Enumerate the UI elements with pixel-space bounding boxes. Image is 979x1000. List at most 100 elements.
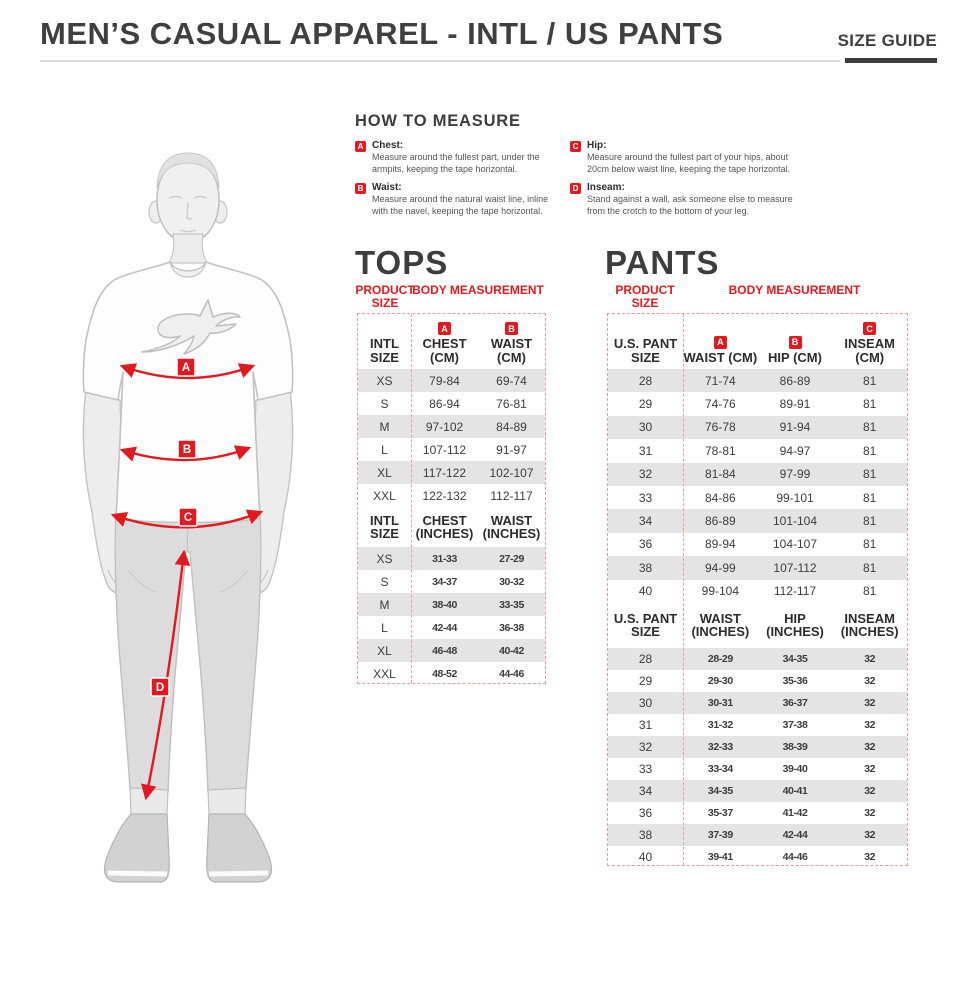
column-header: A CHEST (CM)	[411, 314, 478, 369]
table-cell: XS	[376, 551, 393, 566]
table-cell: 81-84	[704, 467, 736, 482]
table-cell: 34-35	[707, 784, 733, 797]
column-header: U.S. PANT SIZE	[608, 603, 683, 648]
table-row: 32 32-33 38-39 32	[608, 735, 907, 758]
table-cell: 89-94	[704, 537, 736, 552]
table-row: 30 76-78 91-94 81	[608, 415, 907, 440]
pants-product-size-header: PRODUCT SIZE	[615, 283, 675, 310]
column-header: A WAIST (CM)	[683, 314, 758, 369]
table-cell: S	[380, 396, 389, 411]
table-row: 29 29-30 35-36 32	[608, 670, 907, 692]
table-cell: L	[381, 620, 388, 635]
table-cell: 29	[638, 673, 653, 688]
table-row: M 97-102 84-89	[358, 415, 545, 438]
table-row: 38 94-99 107-112 81	[608, 556, 907, 580]
table-cell: XS	[376, 373, 393, 388]
table-cell: 28	[638, 373, 653, 388]
measure-text: Measure around the fullest part of your …	[587, 152, 791, 174]
table-cell: 29-30	[707, 674, 733, 687]
column-header-label: HIP (INCHES)	[766, 610, 824, 640]
table-cell: L	[381, 442, 388, 457]
column-header: WAIST (INCHES)	[683, 603, 758, 648]
measure-text: Measure around the fullest part, under t…	[372, 152, 540, 174]
table-cell: 28-29	[707, 652, 733, 665]
column-header-label: INTL SIZE	[370, 512, 399, 541]
table-cell: 37-38	[782, 718, 808, 731]
table-row: XXL 48-52 44-46	[358, 662, 545, 685]
how-to-measure-title: HOW TO MEASURE	[355, 112, 521, 130]
table-cell: 32	[864, 740, 876, 753]
table-cell: 37-39	[707, 828, 733, 841]
measure-label: Chest:	[372, 140, 404, 151]
badge-a-icon: A	[713, 335, 727, 349]
table-cell: 71-74	[704, 373, 736, 388]
table-cell: 81	[863, 514, 877, 529]
table-row: L 42-44 36-38	[358, 616, 545, 639]
table-cell: 34-35	[782, 652, 808, 665]
table-cell: 38-40	[432, 598, 457, 611]
table-row: S 34-37 30-32	[358, 570, 545, 593]
column-header: INTL SIZE	[358, 314, 411, 369]
badge-c-icon: C	[863, 322, 877, 335]
tops-table-divider	[411, 314, 412, 683]
tops-inches-header-row: INTL SIZE CHEST (INCHES) WAIST (INCHES)	[358, 507, 545, 547]
table-cell: 91-97	[496, 442, 527, 457]
table-row: 34 86-89 101-104 81	[608, 509, 907, 533]
column-header: WAIST (INCHES)	[478, 507, 545, 547]
table-cell: 32	[864, 762, 876, 775]
table-cell: 122-132	[422, 488, 467, 503]
svg-text:B: B	[183, 444, 191, 456]
column-header: INSEAM (INCHES)	[832, 603, 907, 648]
table-cell: 30-31	[707, 696, 733, 709]
column-header-label: WAIST (INCHES)	[482, 512, 541, 541]
measure-label: Waist:	[372, 182, 402, 193]
table-row: L 107-112 91-97	[358, 438, 545, 461]
header-divider	[40, 60, 840, 62]
pants-title: PANTS	[605, 244, 720, 281]
tops-title: TOPS	[355, 244, 449, 281]
pants-cm-header-row: U.S. PANT SIZE A WAIST (CM) B HIP (CM) C INSEA…	[608, 314, 907, 369]
brand-logo-icon	[141, 299, 241, 355]
table-cell: 76-81	[496, 396, 527, 411]
measure-item-hip: C Hip: Measure around the fullest part o…	[570, 140, 802, 175]
table-cell: 32	[864, 674, 876, 687]
column-header-label: INSEAM (INCHES)	[840, 610, 899, 640]
tops-inches-section: INTL SIZE CHEST (INCHES) WAIST (INCHES) XS…	[358, 507, 545, 685]
column-header-label: INTL SIZE	[370, 336, 399, 365]
tops-cm-section: INTL SIZE A CHEST (CM) B WAIST (CM) XS 79-84 6…	[358, 314, 545, 507]
table-cell: 101-104	[772, 514, 818, 529]
table-cell: 38	[638, 827, 653, 842]
table-cell: 39-40	[782, 762, 808, 775]
table-cell: XL	[377, 465, 392, 480]
table-cell: 94-99	[704, 560, 736, 575]
hip-arrow	[110, 509, 264, 529]
table-cell: 78-81	[704, 443, 736, 458]
table-cell: 31	[638, 443, 653, 458]
table-row: XL 46-48 40-42	[358, 639, 545, 662]
table-cell: 107-112	[773, 560, 817, 575]
table-cell: 40	[638, 584, 653, 599]
table-cell: 40	[638, 849, 653, 864]
pants-table: U.S. PANT SIZE A WAIST (CM) B HIP (CM) C INSEA…	[607, 313, 908, 866]
column-header: INTL SIZE	[358, 507, 411, 547]
table-cell: 31-33	[432, 552, 457, 565]
table-cell: XL	[377, 643, 392, 658]
table-cell: 97-99	[779, 467, 811, 482]
table-row: 29 74-76 89-91 81	[608, 392, 907, 415]
badge-c-icon: C	[570, 141, 581, 152]
table-row: 40 39-41 44-46 32	[608, 846, 907, 868]
table-cell: 81	[863, 560, 877, 575]
table-cell: 33	[638, 761, 653, 776]
table-row: S 86-94 76-81	[358, 392, 545, 415]
column-header-label: WAIST (CM)	[683, 349, 758, 365]
table-row: 30 30-31 36-37 32	[608, 691, 907, 714]
table-cell: 42-44	[432, 621, 457, 634]
table-cell: 104-107	[772, 537, 818, 552]
table-row: 31 31-32 37-38 32	[608, 714, 907, 736]
badge-a-icon: A	[355, 141, 366, 152]
column-header: B HIP (CM)	[758, 314, 833, 369]
table-cell: 117-122	[422, 465, 467, 480]
table-row: 33 33-34 39-40 32	[608, 758, 907, 780]
table-cell: 29	[638, 397, 653, 412]
table-cell: 81	[863, 443, 877, 458]
